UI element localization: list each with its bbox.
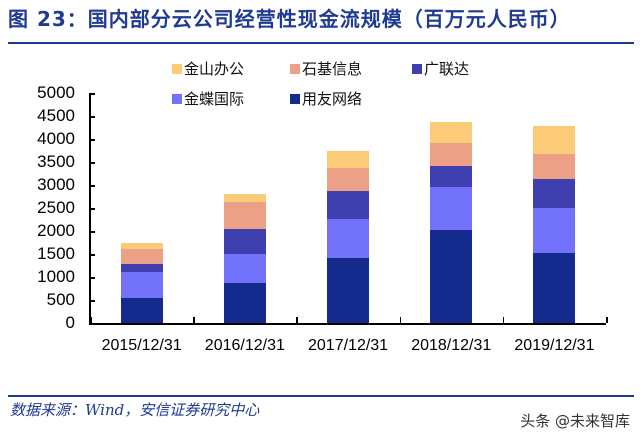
x-tick-mark <box>606 317 608 323</box>
bar-segment <box>327 168 369 191</box>
y-tick-mark <box>89 208 95 210</box>
footer-divider <box>8 395 634 397</box>
bar-segment <box>223 194 266 202</box>
legend-swatch <box>172 63 182 74</box>
y-tick-mark <box>89 231 95 233</box>
x-tick-mark <box>502 317 505 323</box>
bar-segment <box>430 143 473 166</box>
y-tick-label: 500 <box>46 290 75 309</box>
y-tick-label: 2500 <box>37 198 75 217</box>
x-tick-mark <box>399 317 402 323</box>
bar-segment <box>533 178 576 209</box>
legend-label: 石基信息 <box>302 60 363 78</box>
legend-item-yonyou: 用友网络 <box>290 88 362 109</box>
bar-segment <box>533 125 576 155</box>
bar-segment <box>120 248 163 265</box>
x-tick-mark <box>193 317 195 323</box>
bar-segment <box>223 253 266 283</box>
x-axis <box>89 323 606 325</box>
legend-item-kingsoft-office: 金山办公 <box>172 58 244 79</box>
legend-label: 金蝶国际 <box>184 90 245 108</box>
bar-segment <box>327 219 369 258</box>
legend-swatch <box>290 63 300 74</box>
y-tick-mark <box>89 277 95 279</box>
bar-segment <box>430 229 473 323</box>
y-tick-mark <box>89 323 95 325</box>
stacked-bar <box>430 122 473 323</box>
y-tick-mark <box>89 254 95 256</box>
x-tick-label: 2016/12/31 <box>204 337 285 354</box>
y-tick-mark <box>89 93 95 95</box>
bar-segment <box>533 154 576 179</box>
stacked-bar <box>533 125 576 323</box>
bar-segment <box>533 208 576 253</box>
title-divider <box>8 42 634 44</box>
bar-segment <box>430 165 473 188</box>
stacked-bar-chart: 金山办公 石基信息 广联达 金蝶国际 用友网络 0 500 1000 1500 2000… <box>37 58 608 354</box>
legend-label: 金山办公 <box>184 60 245 78</box>
legend-label: 用友网络 <box>302 90 363 108</box>
legend-swatch <box>172 93 182 104</box>
x-tick-label: 2015/12/31 <box>101 337 182 354</box>
y-tick-mark <box>89 139 95 141</box>
bar-segment <box>223 201 266 230</box>
stacked-bar <box>120 243 163 323</box>
y-tick-label: 5000 <box>37 83 75 102</box>
x-tick-mark <box>90 317 92 323</box>
x-tick-label: 2018/12/31 <box>411 337 492 354</box>
bar-segment <box>430 122 473 144</box>
y-tick-label: 4000 <box>37 129 75 148</box>
bar-segment <box>327 257 369 323</box>
figure-title: 图 23：国内部分云公司经营性现金流规模（百万元人民币） <box>8 7 571 31</box>
stacked-bar <box>327 150 369 323</box>
bar-segment <box>327 190 369 220</box>
watermark: 头条 @未来智库 <box>520 412 630 430</box>
y-tick-mark <box>89 162 95 164</box>
y-tick-mark <box>89 116 95 118</box>
bar-segment <box>430 187 473 230</box>
bar-segment <box>327 150 369 169</box>
bar-segment <box>223 282 266 323</box>
stacked-bar <box>223 194 266 323</box>
legend-item-glodon: 广联达 <box>412 58 469 79</box>
y-tick-mark <box>89 185 95 187</box>
bar-segment <box>120 271 163 299</box>
y-tick-label: 0 <box>65 313 75 332</box>
x-tick-label: 2019/12/31 <box>514 337 595 354</box>
bar-segment <box>533 252 576 323</box>
bar-segment <box>223 229 266 254</box>
y-tick-label: 1000 <box>37 267 75 286</box>
legend-item-kingdee: 金蝶国际 <box>172 88 244 109</box>
x-tick-label: 2017/12/31 <box>308 337 389 354</box>
bar-segment <box>120 264 163 272</box>
data-source: 数据来源：Wind，安信证券研究中心 <box>10 401 260 419</box>
legend-swatch <box>290 93 300 104</box>
y-tick-mark <box>89 300 95 302</box>
legend-item-shiji: 石基信息 <box>290 58 362 79</box>
y-tick-label: 3500 <box>37 152 75 171</box>
y-tick-label: 1500 <box>37 244 75 263</box>
y-tick-label: 4500 <box>37 106 75 125</box>
y-tick-label: 2000 <box>37 221 75 240</box>
bar-segment <box>120 243 163 249</box>
x-tick-mark <box>296 317 298 323</box>
legend-label: 广联达 <box>424 60 470 78</box>
legend-swatch <box>412 63 422 74</box>
y-tick-label: 3000 <box>37 175 75 194</box>
bar-segment <box>120 298 163 323</box>
